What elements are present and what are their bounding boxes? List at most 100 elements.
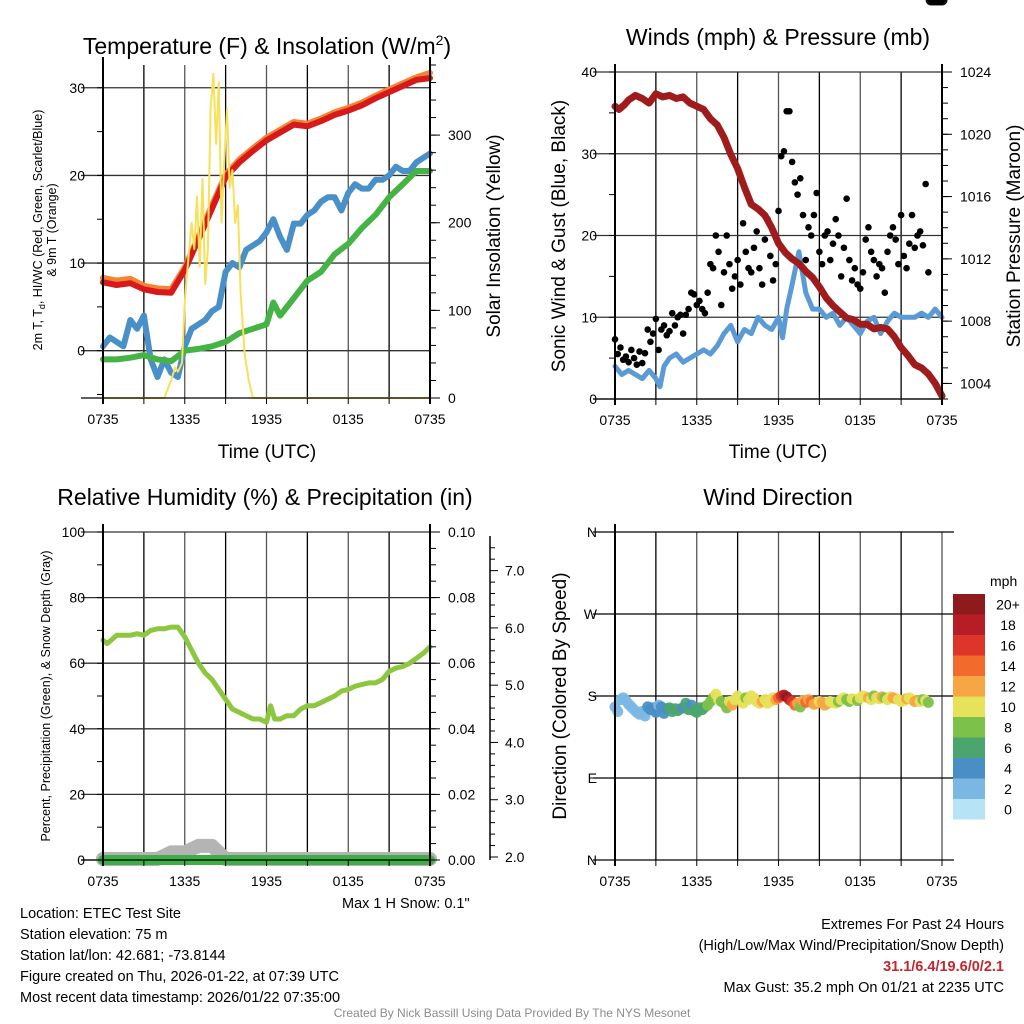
- y2-tick-label: 0.00: [448, 852, 475, 868]
- gust-point: [758, 281, 766, 288]
- gust-point: [922, 180, 929, 188]
- extremes-box: Extremes For Past 24 Hours (High/Low/Max…: [699, 915, 1004, 999]
- y2-tick-label: 1016: [960, 189, 991, 205]
- colorbar-level-label: 2: [1004, 781, 1012, 797]
- gust-point: [881, 289, 889, 297]
- colorbar-swatch: [953, 635, 985, 656]
- gust-point: [843, 195, 850, 203]
- x-tick-label: 1935: [763, 873, 794, 889]
- gust-point: [655, 346, 662, 354]
- y-tick-label: 20: [69, 167, 85, 183]
- temperature-ylabel-line1: 2m T, Td, HI/WC (Red, Green, Scarlet/Blu…: [31, 110, 47, 351]
- temperature-panel: Temperature (F) & Insolation (W/m2) 0735…: [31, 32, 505, 463]
- gust-point: [767, 252, 774, 260]
- x-tick-label: 0735: [87, 411, 118, 427]
- gust-point: [682, 311, 690, 319]
- pressure-ylabel: Station Pressure (Maroon): [1004, 125, 1024, 348]
- gust-point: [617, 344, 624, 351]
- gust-point: [851, 264, 859, 272]
- gust-point: [660, 322, 668, 329]
- extremes-heading: Extremes For Past 24 Hours: [821, 917, 1004, 933]
- gust-point: [628, 346, 635, 354]
- y-tick-label: 0: [77, 852, 85, 868]
- gust-point: [671, 322, 679, 329]
- wind-direction-title: Wind Direction: [703, 484, 853, 510]
- y2-tick-label: 200: [448, 215, 472, 231]
- gust-point: [786, 107, 793, 115]
- direction-tick-label: N: [587, 524, 597, 540]
- location-text: Location: ETEC Test Site: [20, 906, 181, 922]
- gust-point: [652, 315, 660, 323]
- gust-point: [886, 232, 894, 239]
- gust-point: [753, 228, 760, 235]
- gust-point: [701, 309, 709, 317]
- gust-point: [728, 285, 736, 292]
- gust-point: [649, 330, 657, 337]
- gust-point: [614, 350, 622, 358]
- gust-point: [791, 179, 799, 186]
- y-tick-label: 0: [77, 343, 85, 359]
- x-tick-label: 1935: [763, 412, 794, 428]
- gust-point: [704, 289, 711, 297]
- x-tick-label: 0735: [599, 873, 630, 889]
- gust-point: [911, 244, 919, 252]
- gust-point: [756, 264, 763, 272]
- y-tick-label: 20: [581, 228, 597, 244]
- snow-depth-tick-label: 6.0: [505, 620, 525, 636]
- y-tick-label: 100: [62, 524, 86, 540]
- colorbar-level-label: 16: [1000, 637, 1016, 653]
- extremes-fields: (High/Low/Max Wind/Precipitation/Snow De…: [698, 938, 1004, 954]
- colorbar-level-label: 8: [1004, 719, 1012, 735]
- gust-point: [788, 158, 796, 166]
- gust-point: [916, 228, 924, 235]
- gust-point: [892, 236, 899, 243]
- recent-text: Most recent data timestamp: 2026/01/22 0…: [20, 990, 341, 1006]
- colorbar-swatch: [953, 676, 985, 697]
- y-tick-label: 30: [69, 80, 85, 96]
- y2-tick-label: 0.08: [448, 590, 475, 606]
- gust-point: [723, 232, 731, 239]
- gust-point: [737, 281, 744, 288]
- gust-point: [862, 236, 869, 243]
- x-tick-label: 0735: [414, 411, 445, 427]
- gust-point: [906, 240, 913, 247]
- gust-point: [925, 268, 932, 276]
- latlon-text: Station lat/lon: 42.681; -73.8144: [20, 948, 226, 964]
- temperature-title: Temperature (F) & Insolation (W/m2): [83, 32, 451, 59]
- direction-tick-label: W: [584, 606, 598, 622]
- colorbar-swatch: [953, 737, 985, 758]
- y2-tick-label: 1008: [960, 313, 991, 329]
- wind-chill-line: [100, 150, 433, 380]
- x-tick-label: 1935: [251, 411, 282, 427]
- y2-tick-label: 300: [448, 127, 472, 143]
- gust-point: [715, 248, 722, 256]
- gust-point: [859, 268, 867, 276]
- gust-point: [856, 285, 864, 292]
- gust-point: [826, 256, 834, 264]
- winds-xlabel: Time (UTC): [729, 442, 828, 463]
- extremes-values: 31.1/6.4/19.6/0/2.1: [883, 959, 1004, 975]
- snow-depth-tick-label: 7.0: [505, 563, 525, 579]
- x-tick-label: 0735: [414, 873, 445, 889]
- gust-point: [622, 353, 630, 360]
- x-tick-label: 0135: [333, 873, 364, 889]
- y-tick-label: 0: [589, 391, 597, 407]
- colorbar-swatch: [953, 717, 985, 738]
- gust-point: [900, 252, 908, 260]
- gust-point: [638, 359, 646, 367]
- gust-point: [805, 224, 812, 231]
- winds-ylabel: Sonic Wind & Gust (Blue, Black): [549, 100, 570, 372]
- gust-point: [818, 260, 826, 268]
- direction-tick-label: E: [588, 770, 597, 786]
- gust-point: [677, 311, 684, 319]
- x-tick-label: 1335: [169, 411, 200, 427]
- wind-direction-point: [936, 0, 948, 6]
- direction-tick-label: S: [588, 688, 597, 704]
- gust-point: [824, 228, 831, 235]
- gust-point: [813, 189, 820, 197]
- gust-point: [772, 260, 780, 268]
- humidity-panel: Relative Humidity (%) & Precipitation (i…: [39, 484, 525, 889]
- colorbar-swatch: [953, 655, 985, 676]
- colorbar-swatch: [953, 696, 985, 717]
